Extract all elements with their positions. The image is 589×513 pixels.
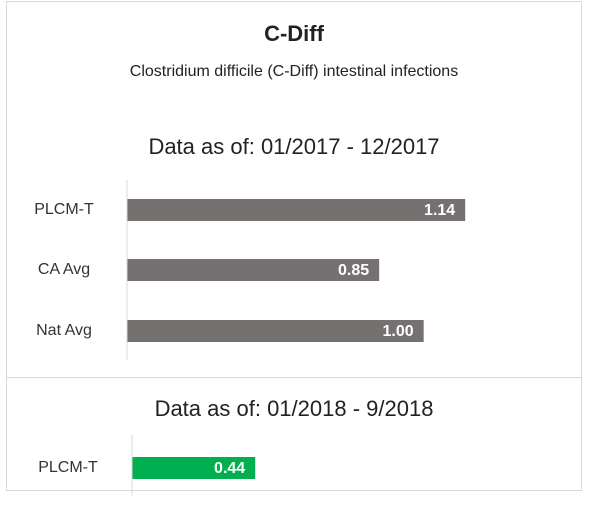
bar: [127, 320, 424, 342]
bar: [127, 259, 380, 281]
category-label: PLCM-T: [38, 459, 98, 476]
page-subtitle: Clostridium difficile (C-Diff) intestina…: [130, 63, 458, 80]
chart-title: Data as of: 01/2018 - 9/2018: [155, 396, 434, 421]
bar: [132, 457, 256, 479]
page-title: C-Diff: [264, 21, 325, 46]
panel-frame: [6, 1, 582, 378]
value-label: 1.14: [424, 202, 455, 219]
category-label: Nat Avg: [36, 322, 92, 339]
category-label: CA Avg: [38, 261, 90, 278]
category-label: PLCM-T: [34, 201, 94, 218]
value-label: 0.44: [214, 460, 245, 477]
value-label: 0.85: [338, 262, 369, 279]
chart-title: Data as of: 01/2017 - 12/2017: [148, 134, 439, 159]
bar: [127, 199, 466, 221]
value-label: 1.00: [383, 323, 414, 340]
panel-frame: [6, 377, 582, 491]
